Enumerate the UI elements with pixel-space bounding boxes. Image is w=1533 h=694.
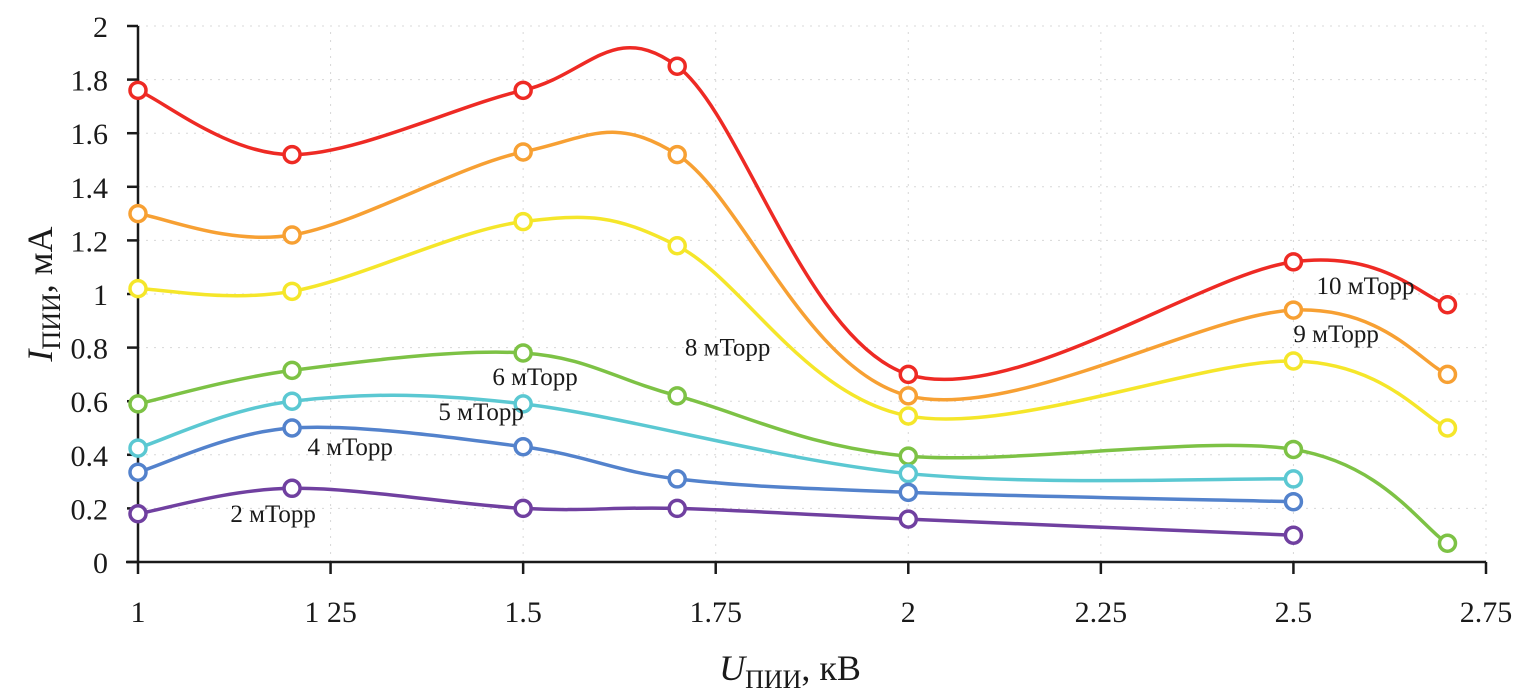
x-axis-title: UПИИ, кВ [719, 648, 861, 694]
x-axis-title-unit: , кВ [801, 648, 861, 688]
series-4-mtorr [128, 418, 1304, 512]
data-point-marker [898, 463, 919, 484]
data-point-marker [282, 144, 302, 165]
series-label-10-mtorr: 10 мТорр [1317, 273, 1415, 300]
data-point-marker [1283, 439, 1304, 460]
y-axis-ticks: 0 0.2 0.4 0.6 0.8 1 1.2 1.4 1.6 1.8 2 [71, 11, 138, 580]
x-tick-label: 2.75 [1460, 596, 1513, 629]
x-tick-label: 2.25 [1075, 596, 1128, 629]
data-point-marker [128, 80, 148, 101]
x-tick-label: 2 [901, 596, 916, 629]
series-label-4-mtorr: 4 мТорр [307, 434, 392, 461]
data-point-marker [1283, 300, 1304, 320]
data-point-marker [667, 144, 687, 165]
data-point-marker [898, 406, 919, 426]
series-label-6-mtorr: 6 мТорр [492, 364, 577, 391]
series-line [136, 393, 1296, 483]
grid [138, 25, 1487, 562]
data-point-marker [898, 509, 919, 529]
x-axis-title-main: U [719, 648, 747, 688]
data-point-marker [128, 504, 148, 524]
series-line [136, 130, 1450, 402]
y-tick-label: 0.6 [71, 386, 109, 419]
y-tick-label: 1.8 [71, 65, 109, 98]
data-point-marker [667, 469, 687, 489]
data-point-marker [1283, 252, 1304, 272]
data-point-marker [128, 394, 148, 414]
series-labels: 10 мТорр 9 мТорр 8 мТорр 6 мТорр 5 мТорр 4 мТ… [230, 273, 1414, 528]
data-point-marker [1437, 294, 1458, 315]
data-point-marker [1437, 533, 1458, 553]
data-point-marker [282, 391, 302, 411]
series-8-mtorr [128, 211, 1458, 438]
data-point-marker [282, 418, 302, 438]
data-point-marker [1283, 469, 1304, 489]
data-point-marker [128, 203, 148, 224]
y-tick-label: 0 [93, 547, 108, 580]
series-line [136, 215, 1450, 430]
data-point-marker [898, 386, 919, 406]
series-10-mtorr [128, 46, 1458, 385]
data-point-marker [667, 236, 687, 256]
y-tick-label: 1.4 [71, 172, 109, 205]
data-point-marker [1283, 491, 1304, 512]
series [128, 46, 1458, 553]
y-axis-title-main: I [20, 348, 60, 363]
y-tick-label: 1.6 [71, 118, 109, 151]
series-label-5-mtorr: 5 мТорр [438, 399, 523, 426]
data-point-marker [513, 142, 533, 162]
x-tick-label: 1 25 [304, 596, 357, 629]
x-axis-ticks: 1 1 25 1.5 1.75 2 2.25 2.5 2.75 [131, 562, 1513, 629]
data-point-marker [898, 364, 919, 385]
data-point-marker [1283, 525, 1304, 545]
series-2-mtorr [128, 478, 1304, 545]
y-axis-title: IПИИ, мА [20, 226, 66, 362]
series-label-2-mtorr: 2 мТорр [230, 501, 315, 528]
data-point-marker [667, 56, 687, 76]
y-tick-label: 0.4 [71, 440, 109, 473]
data-point-marker [667, 498, 687, 519]
data-point-marker [1283, 351, 1304, 371]
data-point-marker [282, 360, 302, 381]
data-point-marker [282, 281, 302, 302]
y-tick-label: 1.2 [71, 225, 109, 258]
series-6-mtorr [128, 343, 1458, 553]
data-point-marker [898, 482, 919, 503]
x-axis-title-sub: ПИИ [745, 665, 802, 694]
data-point-marker [898, 446, 919, 466]
data-point-marker [1437, 364, 1458, 385]
data-point-marker [513, 211, 533, 232]
series-5-mtorr [128, 391, 1304, 489]
data-point-marker [282, 478, 302, 499]
data-point-marker [128, 462, 148, 482]
data-point-marker [667, 386, 687, 406]
y-axis-title-sub: ПИИ [37, 293, 66, 350]
data-point-marker [128, 278, 148, 299]
series-9-mtorr [128, 130, 1458, 406]
x-tick-label: 1 [131, 596, 146, 629]
data-point-marker [513, 437, 533, 457]
series-label-9-mtorr: 9 мТорр [1293, 321, 1378, 348]
y-tick-label: 2 [93, 11, 108, 44]
series-label-8-mtorr: 8 мТорр [685, 335, 770, 362]
data-point-marker [513, 80, 533, 101]
series-line [136, 46, 1450, 382]
x-tick-label: 1.75 [689, 596, 742, 629]
y-tick-label: 0.2 [71, 493, 109, 526]
data-point-marker [1437, 418, 1458, 438]
y-tick-label: 1 [93, 279, 108, 312]
x-tick-label: 1.5 [504, 596, 542, 629]
y-tick-label: 0.8 [71, 333, 109, 366]
x-tick-label: 2.5 [1275, 596, 1313, 629]
data-point-marker [513, 343, 533, 363]
data-point-marker [513, 394, 533, 414]
y-axis-title-unit: , мА [20, 226, 60, 293]
data-point-marker [282, 225, 302, 245]
data-point-marker [513, 498, 533, 519]
data-point-marker [128, 438, 148, 458]
